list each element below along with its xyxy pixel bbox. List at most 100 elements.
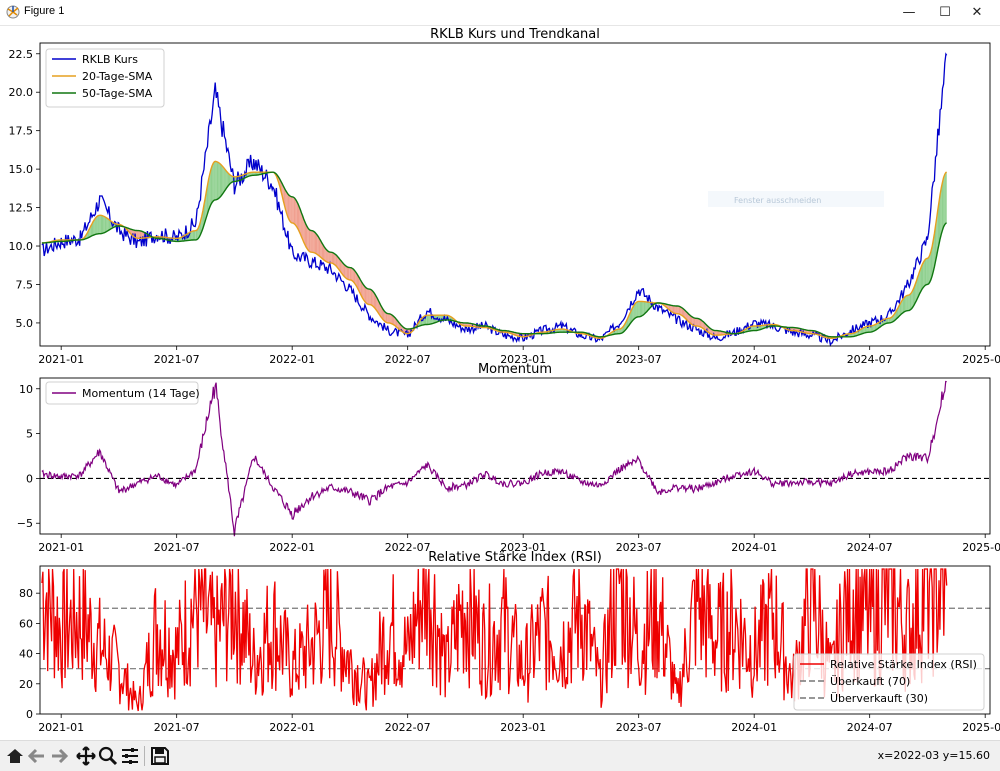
bull-fill-segment [638,301,639,316]
pan-icon[interactable] [75,745,97,767]
forward-arrow-icon[interactable] [48,745,70,767]
x-tick-label: 2024-01 [731,353,777,366]
close-button[interactable]: ✕ [954,0,1000,25]
bear-fill-segment [698,318,699,326]
x-tick-label: 2025-01 [962,541,1000,554]
bear-fill-segment [346,266,347,279]
bear-fill-segment [297,201,298,229]
y-tick-label: 60 [19,617,33,630]
x-tick-label: 2022-01 [269,353,315,366]
bull-fill-segment [219,163,220,199]
bull-fill-segment [929,255,930,284]
chart-title-0: RKLB Kurs und Trendkanal [430,27,600,42]
bear-fill-segment [291,197,292,223]
bull-fill-segment [224,169,225,192]
x-tick-label: 2021-07 [154,721,200,734]
bull-fill-segment [106,217,107,232]
bear-fill-segment [136,231,137,239]
x-tick-label: 2023-07 [616,721,662,734]
legend-label: Relative Stärke Index (RSI) [830,658,977,671]
bear-fill-segment [328,251,329,263]
y-tick-label: 10.0 [9,240,34,253]
figure-svg[interactable]: RKLB Kurs und Trendkanal 2021-01 2021-07 20… [0,26,1000,740]
bear-fill-segment [695,318,696,326]
x-tick-label: 2021-01 [38,353,84,366]
back-arrow-icon[interactable] [26,745,48,767]
save-icon[interactable] [149,745,171,767]
y-tick-label: −5 [17,517,33,530]
bull-fill-segment [218,162,219,199]
x-tick-label: 2022-01 [269,721,315,734]
x-tick-label: 2021-07 [154,541,200,554]
bear-fill-segment [308,229,309,252]
bull-fill-segment [213,162,214,201]
bear-fill-segment [675,306,676,314]
configure-subplots-icon[interactable] [119,745,141,767]
y-tick-label: 20 [19,678,33,691]
bear-fill-segment [678,306,679,314]
legend-label: Momentum (14 Tage) [82,387,200,400]
bull-fill-segment [103,216,104,233]
y-tick-label: 40 [19,648,33,661]
bear-fill-segment [315,232,316,253]
bull-fill-segment [226,170,227,189]
bear-fill-segment [348,267,349,280]
legend-label: 20-Tage-SMA [82,70,153,83]
bull-fill-segment [924,259,925,286]
x-tick-label: 2025-01 [962,353,1000,366]
x-tick-label: 2021-01 [38,721,84,734]
bull-fill-segment [927,258,928,284]
x-tick-label: 2023-07 [616,353,662,366]
bear-fill-segment [314,231,315,253]
x-tick-label: 2023-01 [500,721,546,734]
bear-fill-segment [293,197,294,224]
bull-fill-segment [100,215,101,233]
bear-fill-segment [326,250,327,263]
bull-fill-segment [946,172,947,223]
bear-fill-segment [347,267,348,280]
bull-fill-segment [220,164,221,198]
bull-fill-segment [101,215,102,233]
bull-fill-segment [107,218,108,232]
bull-fill-segment [642,302,643,316]
bull-fill-segment [98,215,99,234]
legend-label: RKLB Kurs [82,53,138,66]
y-tick-label: 12.5 [9,202,34,215]
x-tick-label: 2024-01 [731,721,777,734]
bull-fill-segment [643,302,644,315]
bull-fill-segment [943,178,944,231]
y-tick-label: 10 [19,383,33,396]
bull-fill-segment [640,301,641,316]
bull-fill-segment [223,167,224,193]
bear-fill-segment [367,289,368,305]
bear-fill-segment [306,225,307,249]
bull-fill-segment [637,302,638,318]
bull-fill-segment [215,161,216,200]
bull-fill-segment [909,294,910,311]
bear-fill-segment [372,290,373,306]
y-tick-label: 17.5 [9,125,34,138]
figure-canvas[interactable]: RKLB Kurs und Trendkanal 2021-01 2021-07 20… [0,26,1000,740]
bull-fill-segment [193,231,194,240]
bear-fill-segment [368,289,369,305]
bull-fill-segment [97,216,98,234]
bear-fill-segment [329,252,330,263]
home-icon[interactable] [4,745,26,767]
bear-fill-segment [295,198,296,225]
y-tick-label: 0 [26,708,33,721]
bear-fill-segment [138,231,139,239]
matplotlib-app-icon [6,5,20,19]
bull-fill-segment [639,301,640,316]
bear-fill-segment [696,318,697,326]
bull-fill-segment [212,163,213,202]
bear-fill-segment [369,289,370,305]
bear-fill-segment [331,252,332,263]
bull-fill-segment [214,161,215,200]
x-tick-label: 2022-07 [385,541,431,554]
bull-fill-segment [216,162,217,200]
y-tick-label: 0 [26,472,33,485]
x-tick-label: 2022-07 [385,721,431,734]
zoom-icon[interactable] [97,745,119,767]
bull-fill-segment [636,302,637,318]
y-tick-label: 5 [26,428,33,441]
